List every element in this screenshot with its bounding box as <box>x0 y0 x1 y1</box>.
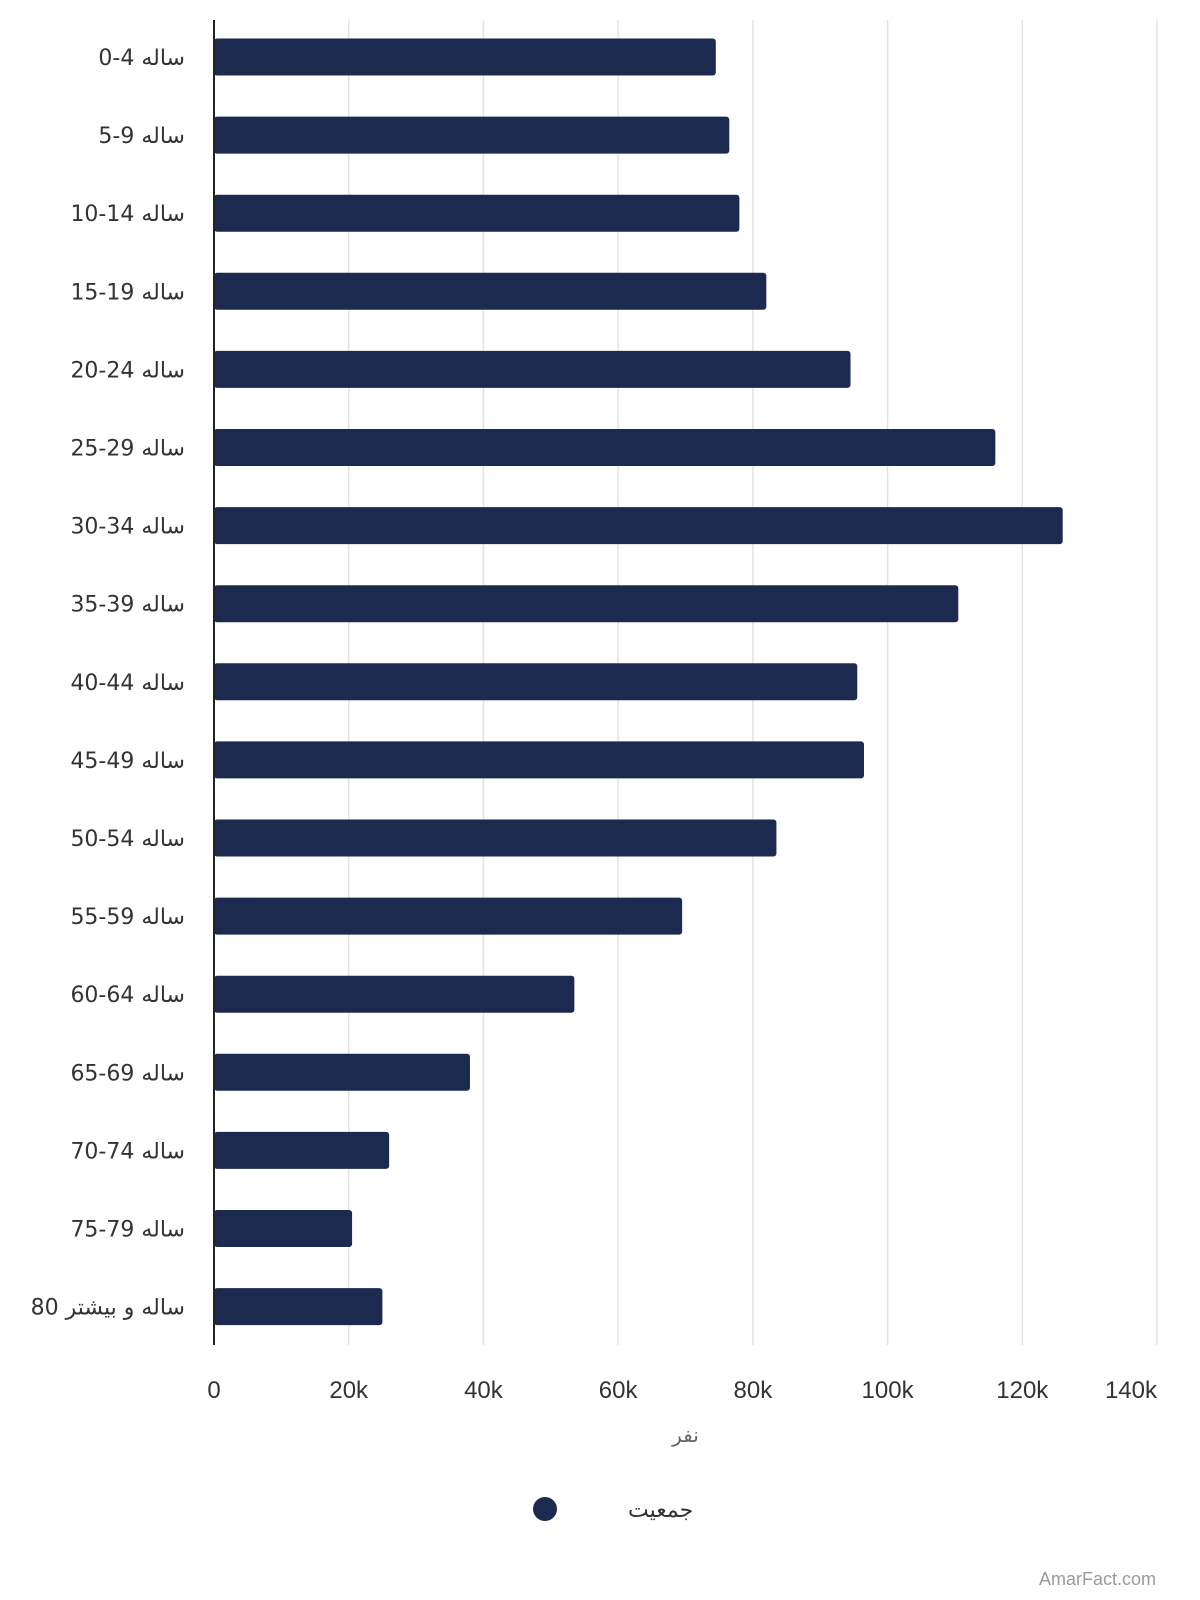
category-label: 70-74 ساله <box>70 1139 185 1164</box>
category-label: 15-19 ساله <box>70 280 185 305</box>
category-label: 40-44 ساله <box>70 671 185 696</box>
watermark: AmarFact.com <box>1038 1569 1156 1589</box>
bar[interactable] <box>214 116 730 154</box>
category-label: 5-9 ساله <box>98 124 185 149</box>
category-label: 75-79 ساله <box>70 1218 185 1243</box>
x-tick-label: 20k <box>329 1377 369 1404</box>
bar[interactable] <box>214 1288 383 1326</box>
bar[interactable] <box>214 975 575 1013</box>
x-tick-label: 60k <box>599 1377 639 1404</box>
category-label: 10-14 ساله <box>70 202 185 227</box>
category-label: 0-4 ساله <box>98 46 185 71</box>
bar[interactable] <box>214 429 996 466</box>
legend-label: جمعیت <box>628 1498 693 1523</box>
category-label: 55-59 ساله <box>70 905 185 930</box>
category-label: 20-24 ساله <box>70 358 185 383</box>
x-tick-label: 40k <box>464 1377 504 1404</box>
category-label: 25-29 ساله <box>70 437 185 462</box>
category-labels: 0-4 ساله 5-9 ساله 10-14 ساله 15-19 ساله 20-2… <box>31 46 185 1321</box>
bar[interactable] <box>214 663 858 701</box>
bar[interactable] <box>214 507 1063 545</box>
bar[interactable] <box>214 741 864 779</box>
category-label: 65-69 ساله <box>70 1061 185 1086</box>
x-axis-title: نفر <box>671 1423 699 1447</box>
x-tick-label: 0 <box>207 1377 220 1404</box>
bar[interactable] <box>214 897 683 935</box>
legend-marker-icon <box>533 1497 557 1521</box>
category-label: 30-34 ساله <box>70 515 185 540</box>
category-label: 35-39 ساله <box>70 593 185 618</box>
bar[interactable] <box>214 1131 390 1169</box>
x-tick-label: 100k <box>862 1377 915 1404</box>
x-tick-label: 140k <box>1105 1377 1158 1404</box>
bar[interactable] <box>214 194 740 232</box>
x-tick-label: 80k <box>734 1377 774 1404</box>
bar[interactable] <box>214 585 959 623</box>
category-label: 60-64 ساله <box>70 983 185 1008</box>
bar[interactable] <box>214 38 716 76</box>
bar[interactable] <box>214 272 767 310</box>
legend[interactable]: جمعیت <box>533 1497 693 1523</box>
x-tick-label: 120k <box>996 1377 1049 1404</box>
bar[interactable] <box>214 819 777 857</box>
bar[interactable] <box>214 1210 353 1247</box>
bar[interactable] <box>214 1053 470 1091</box>
category-label: 45-49 ساله <box>70 749 185 774</box>
category-label: 50-54 ساله <box>70 827 185 852</box>
bars <box>214 38 1063 1326</box>
x-tick-labels: 0 20k 40k 60k 80k 100k 120k 140k <box>207 1377 1158 1404</box>
category-label: 80 ساله و بیشتر <box>31 1296 185 1321</box>
bar[interactable] <box>214 350 851 388</box>
